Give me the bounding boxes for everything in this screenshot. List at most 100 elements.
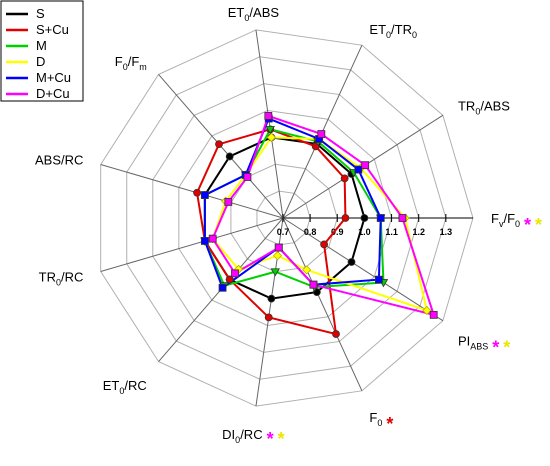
axis-label-sub: m — [139, 62, 147, 72]
grid-ring — [152, 83, 420, 353]
marker — [270, 268, 280, 277]
marker — [347, 258, 356, 266]
grid-ring — [178, 110, 393, 326]
marker — [224, 198, 233, 206]
axis-label-sub: 0 — [412, 30, 417, 40]
tick-label: 0.7 — [277, 227, 290, 237]
tick-label: 0.9 — [331, 227, 344, 237]
spoke — [100, 217, 284, 273]
series-line — [211, 114, 436, 317]
significance-mark: * — [267, 429, 274, 449]
marker — [354, 165, 363, 174]
axis-label: Fv/F0 * * — [491, 211, 542, 235]
marker — [264, 313, 273, 322]
axis-label-sub: 0 — [386, 30, 391, 40]
axis-label: ET0/RC — [103, 378, 147, 396]
grid-ring — [256, 190, 311, 246]
axis-label: F0/Fm — [115, 54, 147, 72]
axis-label-part: /RC — [240, 427, 262, 442]
marker — [267, 294, 276, 303]
marker — [332, 330, 340, 338]
spoke — [100, 163, 284, 219]
axis-label-part: /ABS — [480, 99, 510, 114]
series-line — [203, 117, 382, 290]
marker — [375, 275, 383, 284]
axis-label-part: TR — [39, 270, 56, 285]
significance-mark: * — [278, 429, 285, 449]
axis-label-sub: 0 — [235, 435, 240, 445]
marker — [320, 240, 329, 249]
axis-label: TR0/RC — [39, 270, 84, 288]
axis-label: PIABS * * — [458, 333, 510, 357]
marker — [208, 234, 217, 243]
significance-mark: * — [503, 337, 510, 357]
axis-label-part: ET — [228, 5, 245, 20]
marker — [422, 305, 432, 316]
axis-label-part: /F — [128, 54, 140, 69]
significance-mark: * — [535, 215, 542, 235]
tick-label: 1.1 — [385, 227, 398, 237]
marker — [398, 214, 407, 222]
axis-label-part: TR — [458, 99, 475, 114]
axis-label-part: /RC — [124, 378, 146, 393]
legend-label: S — [36, 6, 45, 21]
marker — [341, 214, 350, 222]
tick-label: 1.2 — [412, 227, 425, 237]
axis-label-sub: 0 — [119, 386, 124, 396]
axis-label: ABS/RC — [35, 152, 83, 167]
axis-label-part: /ABS — [249, 5, 279, 20]
marker — [340, 174, 349, 183]
legend-label: M+Cu — [36, 70, 71, 85]
marker — [302, 265, 312, 275]
axis-label-part: ET — [369, 22, 386, 37]
axis-label-sub: 0 — [377, 418, 382, 428]
axis-label: ET0/ABS — [228, 5, 280, 23]
axis-label: DI0/RC * * — [222, 427, 284, 449]
axis-label: ET0/TR0 — [369, 22, 417, 40]
marker — [274, 243, 283, 252]
marker — [215, 140, 223, 149]
axis-label-part: F — [115, 54, 123, 69]
spoke — [255, 29, 284, 219]
legend-label: D — [36, 54, 45, 69]
marker — [266, 132, 276, 142]
axis-label-part: F — [491, 211, 499, 226]
axis-label-part: ABS/RC — [35, 152, 83, 167]
legend-label: D+Cu — [36, 86, 70, 101]
axis-label-sub: 0 — [515, 219, 520, 229]
axis-label-sub: 0 — [475, 107, 480, 117]
marker — [265, 125, 275, 135]
axis-label-part: DI — [222, 427, 235, 442]
axis-label-part: F — [369, 410, 377, 425]
axis-label-part: ET — [103, 378, 120, 393]
axis-label-part: /F — [503, 211, 515, 226]
axis-label-sub: 0 — [244, 13, 249, 23]
marker — [264, 112, 273, 120]
axis-label-sub: v — [499, 219, 504, 229]
marker — [360, 214, 369, 222]
spoke — [282, 217, 363, 392]
significance-mark: * — [492, 337, 499, 357]
marker — [231, 269, 239, 278]
marker — [361, 161, 370, 170]
axis-label-sub: 0 — [123, 62, 128, 72]
marker — [200, 237, 209, 245]
marker — [376, 214, 385, 222]
grid-ring — [230, 163, 338, 273]
series-line — [196, 128, 347, 336]
marker — [200, 191, 209, 199]
marker — [429, 310, 438, 319]
axis-label: F0 * — [369, 410, 393, 434]
spoke — [282, 217, 444, 322]
significance-mark: * — [386, 414, 393, 434]
axis-label-sub: ABS — [470, 341, 488, 351]
grid-ring — [126, 56, 447, 380]
axis-label-sub: 0 — [56, 278, 61, 288]
legend-label: S+Cu — [36, 22, 69, 37]
legend-box — [0, 0, 84, 102]
axis-label-part: /RC — [61, 270, 83, 285]
marker — [225, 275, 234, 284]
axis-label-part: /TR — [391, 22, 412, 37]
marker — [243, 173, 252, 181]
